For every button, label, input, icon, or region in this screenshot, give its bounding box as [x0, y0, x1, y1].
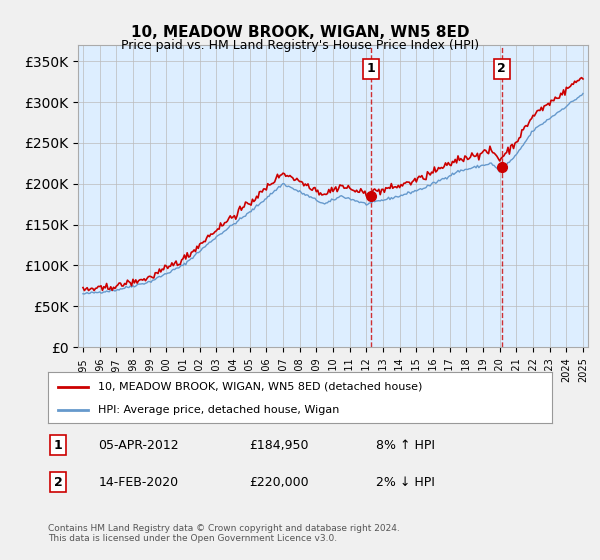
Text: HPI: Average price, detached house, Wigan: HPI: Average price, detached house, Wiga…	[98, 405, 340, 415]
Text: Price paid vs. HM Land Registry's House Price Index (HPI): Price paid vs. HM Land Registry's House …	[121, 39, 479, 52]
Text: 2: 2	[497, 63, 506, 76]
Text: Contains HM Land Registry data © Crown copyright and database right 2024.
This d: Contains HM Land Registry data © Crown c…	[48, 524, 400, 543]
Text: 1: 1	[54, 438, 62, 452]
Text: 2% ↓ HPI: 2% ↓ HPI	[376, 475, 434, 488]
Text: 05-APR-2012: 05-APR-2012	[98, 438, 179, 452]
Text: 10, MEADOW BROOK, WIGAN, WN5 8ED: 10, MEADOW BROOK, WIGAN, WN5 8ED	[131, 25, 469, 40]
Text: 8% ↑ HPI: 8% ↑ HPI	[376, 438, 434, 452]
Text: 14-FEB-2020: 14-FEB-2020	[98, 475, 179, 488]
Text: £184,950: £184,950	[250, 438, 309, 452]
Text: 1: 1	[366, 63, 375, 76]
Text: 10, MEADOW BROOK, WIGAN, WN5 8ED (detached house): 10, MEADOW BROOK, WIGAN, WN5 8ED (detach…	[98, 381, 423, 391]
Text: 2: 2	[54, 475, 62, 488]
Text: £220,000: £220,000	[250, 475, 309, 488]
